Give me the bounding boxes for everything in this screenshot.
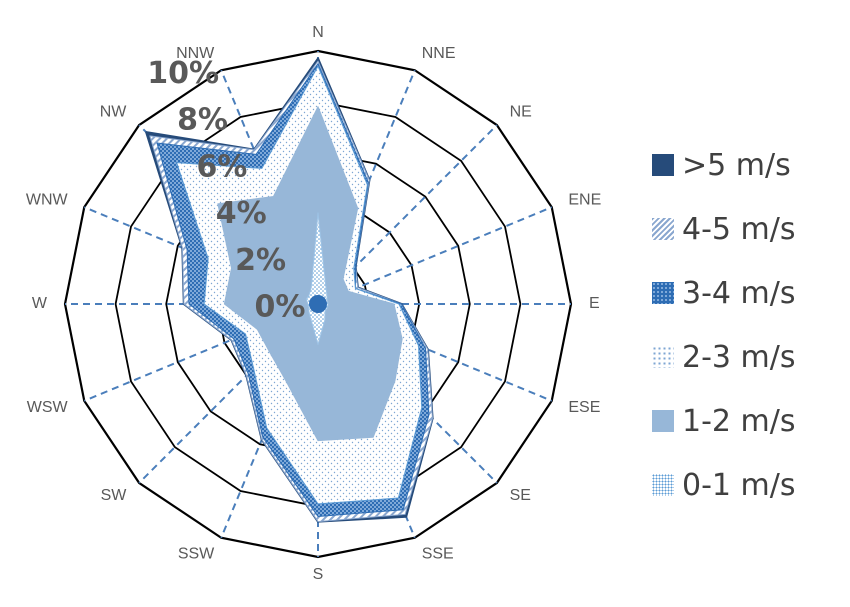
radar-labels: N NNE NE ENE E ESE SE SSE S SSW SW WSW W WNW NW NNW 0% 2%… [26,24,601,583]
tick-label-2: 2% [235,243,286,278]
direction-label-wsw: WSW [27,399,69,416]
direction-label-e: E [589,295,600,312]
legend-label-1-2: 1-2 m/s [682,403,796,439]
direction-label-nw: NW [100,104,128,121]
direction-label-ne: NE [510,104,532,121]
direction-label-nne: NNE [422,45,456,62]
legend-label-0-1: 0-1 m/s [682,467,796,503]
legend-swatch-2-3 [652,346,674,368]
tick-label-8: 8% [177,103,228,138]
direction-label-se: SE [510,487,531,504]
legend-item-gt5: >5 m/s [652,133,796,197]
direction-label-s: S [313,566,324,583]
legend-label-2-3: 2-3 m/s [682,339,796,375]
legend-label-4-5: 4-5 m/s [682,211,796,247]
legend-swatch-1-2 [652,410,674,432]
legend-item-3-4: 3-4 m/s [652,261,796,325]
direction-label-nnw: NNW [176,45,215,62]
direction-label-ese: ESE [568,399,600,416]
legend-swatch-0-1 [652,474,674,496]
direction-label-sse: SSE [422,546,454,563]
legend-label-3-4: 3-4 m/s [682,275,796,311]
tick-label-6: 6% [196,149,247,184]
direction-label-ene: ENE [568,192,601,209]
legend-item-2-3: 2-3 m/s [652,325,796,389]
legend-swatch-4-5 [652,218,674,240]
direction-label-wnw: WNW [26,192,69,209]
legend-item-1-2: 1-2 m/s [652,389,796,453]
tick-label-0: 0% [255,290,306,325]
legend-item-0-1: 0-1 m/s [652,453,796,517]
direction-label-n: N [312,24,324,41]
legend-label-gt5: >5 m/s [682,147,791,183]
legend-swatch-3-4 [652,282,674,304]
center-marker [309,295,327,313]
direction-label-sw: SW [101,487,128,504]
legend-swatch-gt5 [652,154,674,176]
direction-label-ssw: SSW [178,546,215,563]
series-1-2-m-s [217,106,403,442]
radar-series [145,57,434,523]
tick-label-10: 10% [147,56,219,91]
legend-item-4-5: 4-5 m/s [652,197,796,261]
legend: >5 m/s 4-5 m/s 3-4 m/s 2-3 m/s 1-2 m/s 0… [652,133,796,517]
direction-label-w: W [32,295,48,312]
tick-label-4: 4% [216,196,267,231]
